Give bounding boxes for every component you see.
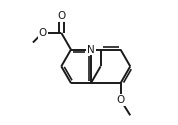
Text: O: O — [57, 11, 66, 21]
Text: N: N — [87, 45, 95, 55]
Text: O: O — [38, 28, 47, 38]
Text: O: O — [116, 95, 125, 105]
